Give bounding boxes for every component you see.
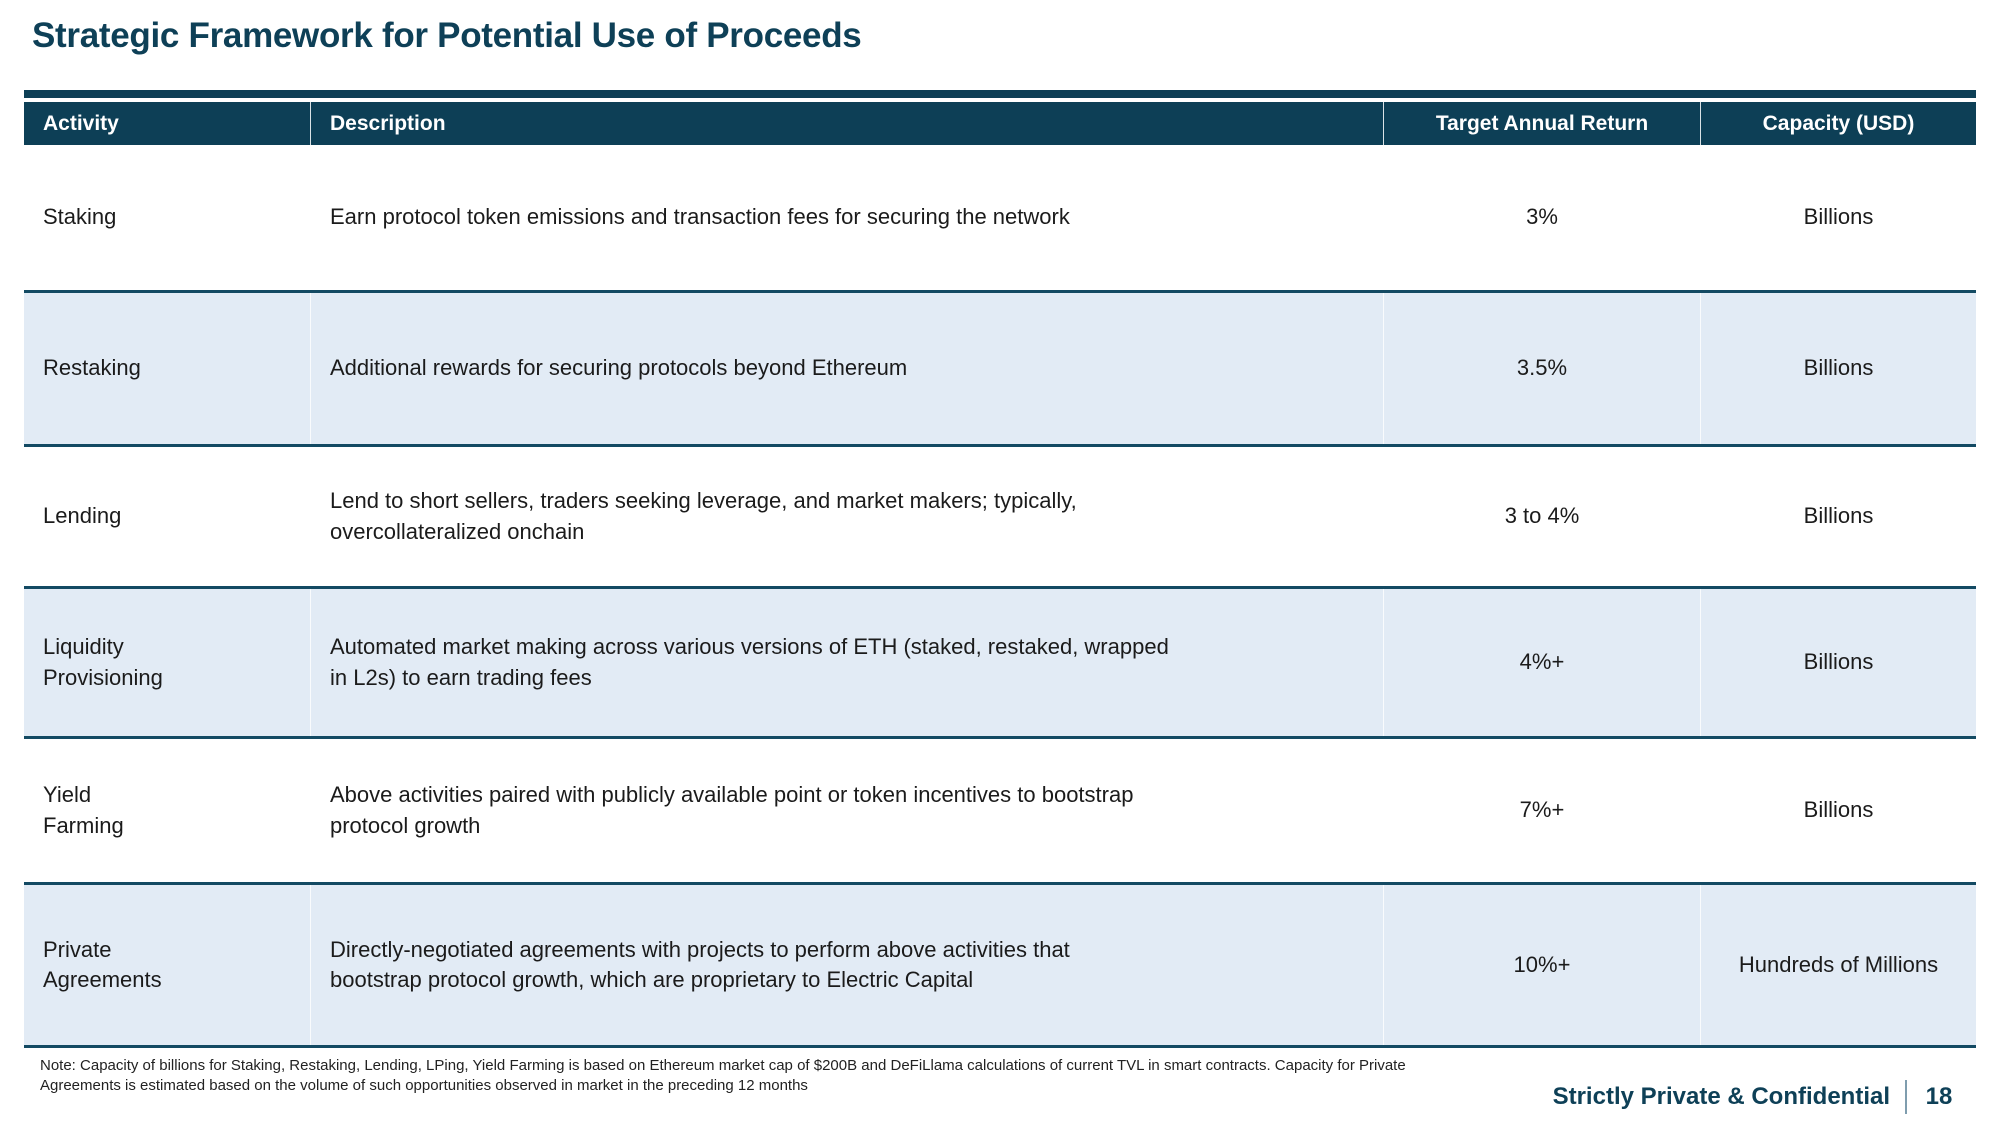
table-body: Staking Earn protocol token emissions an… — [24, 145, 1976, 1048]
table-row-yield-farming: Yield Farming Above activities paired wi… — [24, 739, 1976, 885]
column-header-activity: Activity — [43, 111, 119, 135]
page-number: 18 — [1925, 1083, 1953, 1110]
table-top-accent-bar — [24, 90, 1976, 98]
target-return-cell: 3.5% — [1383, 293, 1700, 444]
target-return-cell: 3% — [1383, 145, 1700, 290]
activity-cell: Lending — [43, 503, 122, 529]
capacity-cell: Billions — [1700, 739, 1976, 882]
target-return-cell: 4%+ — [1383, 589, 1700, 736]
description-cell: Additional rewards for securing protocol… — [310, 293, 1383, 444]
confidential-label: Strictly Private & Confidential — [1552, 1083, 1890, 1110]
column-header-description: Description — [310, 102, 1383, 145]
target-return-cell: 7%+ — [1383, 739, 1700, 882]
table-header-row: Activity Description Target Annual Retur… — [24, 102, 1976, 145]
activity-cell: Private Agreements — [43, 936, 162, 992]
activity-cell: Yield Farming — [43, 782, 124, 838]
capacity-cell: Billions — [1700, 145, 1976, 290]
activity-cell: Restaking — [43, 355, 141, 381]
table-row-lending: Lending Lend to short sellers, traders s… — [24, 447, 1976, 589]
footer-separator — [1905, 1080, 1907, 1114]
description-cell: Automated market making across various v… — [310, 589, 1383, 736]
activity-cell: Liquidity Provisioning — [43, 634, 163, 690]
description-cell: Directly-negotiated agreements with proj… — [310, 885, 1383, 1045]
table-row-restaking: Restaking Additional rewards for securin… — [24, 293, 1976, 447]
table-row-private-agreements: Private Agreements Directly-negotiated a… — [24, 885, 1976, 1048]
slide-footer: Strictly Private & Confidential 18 — [1553, 1080, 1956, 1114]
capacity-cell: Hundreds of Millions — [1700, 885, 1976, 1045]
capacity-cell: Billions — [1700, 293, 1976, 444]
description-cell: Earn protocol token emissions and transa… — [310, 145, 1383, 290]
table-row-liquidity-provisioning: Liquidity Provisioning Automated market … — [24, 589, 1976, 739]
table-row-staking: Staking Earn protocol token emissions an… — [24, 145, 1976, 293]
activity-cell: Staking — [43, 204, 117, 230]
target-return-cell: 3 to 4% — [1383, 447, 1700, 586]
description-cell: Lend to short sellers, traders seeking l… — [310, 447, 1383, 586]
use-of-proceeds-table: Activity Description Target Annual Retur… — [24, 90, 1976, 1048]
column-header-target-annual-return: Target Annual Return — [1383, 102, 1700, 145]
description-cell: Above activities paired with publicly av… — [310, 739, 1383, 882]
capacity-cell: Billions — [1700, 447, 1976, 586]
column-header-capacity-usd: Capacity (USD) — [1700, 102, 1976, 145]
capacity-cell: Billions — [1700, 589, 1976, 736]
page-title: Strategic Framework for Potential Use of… — [32, 16, 862, 55]
footnote: Note: Capacity of billions for Staking, … — [40, 1057, 1406, 1094]
target-return-cell: 10%+ — [1383, 885, 1700, 1045]
